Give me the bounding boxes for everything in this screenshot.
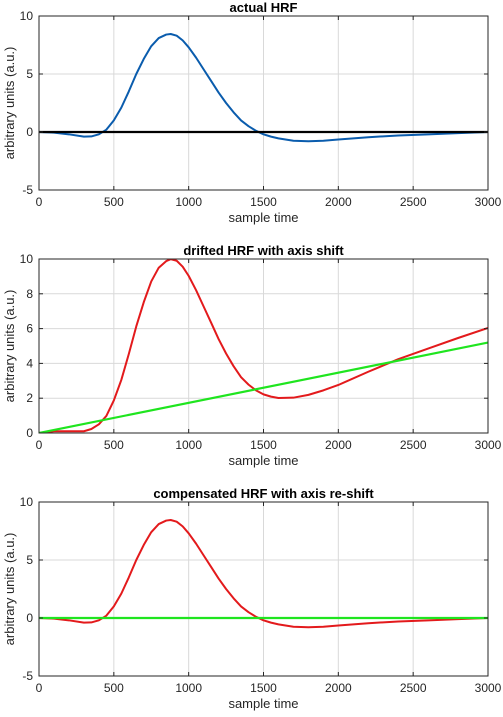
x-axis-label: sample time bbox=[228, 696, 298, 711]
x-tick-label: 500 bbox=[104, 681, 124, 695]
hrf-curve-series bbox=[39, 518, 488, 629]
x-tick-label: 1500 bbox=[250, 681, 277, 695]
x-tick-label: 2000 bbox=[325, 438, 352, 452]
y-tick-label: 0 bbox=[26, 125, 33, 139]
x-tick-label: 0 bbox=[36, 681, 43, 695]
y-tick-label: 10 bbox=[20, 9, 34, 23]
x-tick-label: 2000 bbox=[325, 681, 352, 695]
y-tick-label: -5 bbox=[22, 669, 33, 683]
x-tick-label: 3000 bbox=[475, 195, 502, 209]
x-tick-label: 2000 bbox=[325, 195, 352, 209]
x-tick-label: 3000 bbox=[475, 438, 502, 452]
chart-panel-3: 0 500 1000 1500 2000 2500 3000-50510compensate… bbox=[2, 486, 502, 711]
y-axis-label: arbitrary units (a.u.) bbox=[2, 533, 17, 646]
x-tick-label: 1000 bbox=[175, 195, 202, 209]
chart-title: actual HRF bbox=[230, 0, 298, 15]
chart-panel-2: 0 500 1000 1500 2000 2500 3000 0 2 4 6 8 10 drifted H… bbox=[2, 243, 502, 468]
y-tick-label: 6 bbox=[26, 322, 33, 336]
chart-title: compensated HRF with axis re-shift bbox=[153, 486, 374, 501]
y-tick-label: -5 bbox=[22, 183, 33, 197]
y-tick-label: 10 bbox=[20, 252, 34, 266]
x-tick-label: 2500 bbox=[400, 195, 427, 209]
y-tick-label: 5 bbox=[26, 67, 33, 81]
x-tick-label: 500 bbox=[104, 195, 124, 209]
x-axis-label: sample time bbox=[228, 453, 298, 468]
y-tick-label: 0 bbox=[26, 426, 33, 440]
y-tick-label: 10 bbox=[20, 495, 34, 509]
y-tick-label: 0 bbox=[26, 611, 33, 625]
x-tick-label: 3000 bbox=[475, 681, 502, 695]
x-tick-label: 2500 bbox=[400, 681, 427, 695]
x-axis-label: sample time bbox=[228, 210, 298, 225]
x-tick-label: 0 bbox=[36, 195, 43, 209]
y-axis-label: arbitrary units (a.u.) bbox=[2, 47, 17, 160]
x-tick-label: 0 bbox=[36, 438, 43, 452]
y-tick-label: 8 bbox=[26, 287, 33, 301]
y-axis-label: arbitrary units (a.u.) bbox=[2, 290, 17, 403]
hrf-curve-series bbox=[39, 259, 488, 433]
x-tick-label: 2500 bbox=[400, 438, 427, 452]
hrf-curve-series bbox=[39, 32, 488, 143]
x-tick-label: 500 bbox=[104, 438, 124, 452]
y-tick-label: 2 bbox=[26, 391, 33, 405]
x-tick-label: 1000 bbox=[175, 681, 202, 695]
reference-line-series bbox=[39, 341, 488, 433]
y-tick-label: 5 bbox=[26, 553, 33, 567]
chart-title: drifted HRF with axis shift bbox=[183, 243, 344, 258]
y-tick-label: 4 bbox=[26, 356, 33, 370]
x-tick-label: 1500 bbox=[250, 195, 277, 209]
x-tick-label: 1500 bbox=[250, 438, 277, 452]
x-tick-label: 1000 bbox=[175, 438, 202, 452]
